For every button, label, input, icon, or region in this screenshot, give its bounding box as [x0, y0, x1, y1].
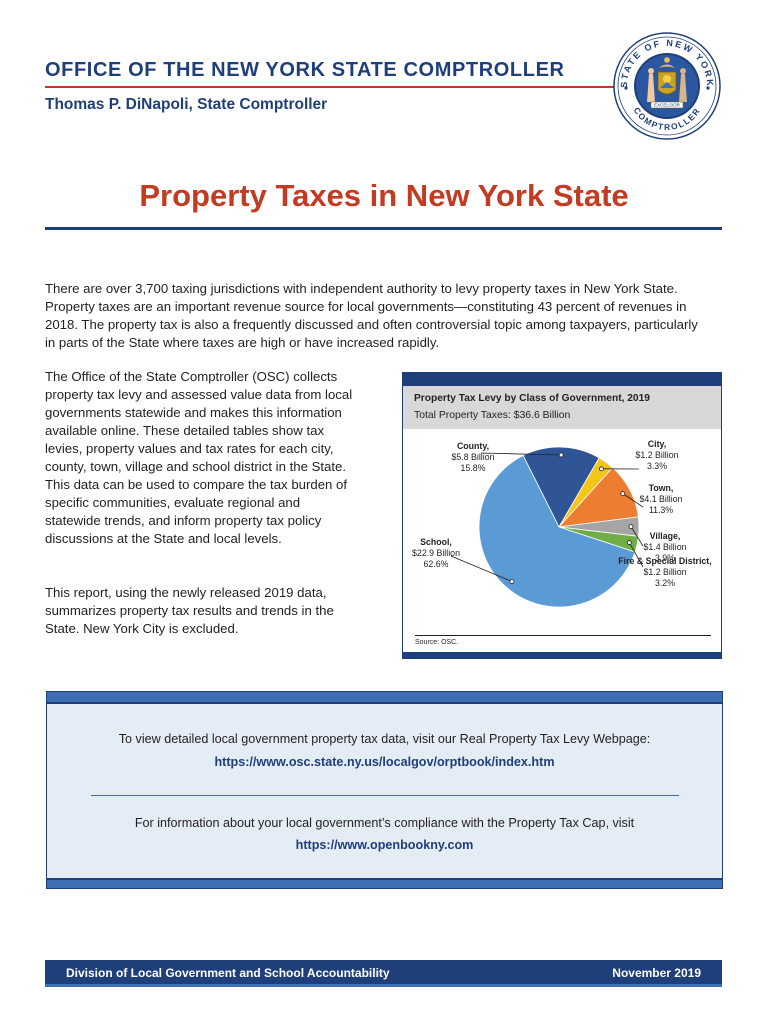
slice-label-village: Village, $1.4 Billion 3.9% [643, 531, 686, 563]
leader-line-village [630, 526, 644, 547]
slice-label-fire-special-district: Fire & Special District, $1.2 Billion 3.2% [618, 556, 711, 588]
footer-date: November 2019 [612, 966, 701, 980]
pie-slice-school [478, 454, 636, 608]
info-top-bar [47, 692, 722, 704]
leader-dot-fire-special-district [626, 540, 632, 545]
leader-dot-city [599, 466, 604, 472]
page-title: Property Taxes in New York State [139, 178, 629, 213]
intro-paragraph: There are over 3,700 taxing jurisdiction… [45, 281, 698, 350]
leader-line-county [480, 452, 562, 456]
header-rule [45, 86, 617, 88]
footer-division: Division of Local Government and School … [66, 966, 390, 980]
body-paragraph-osc: The Office of the State Comptroller (OSC… [45, 369, 353, 546]
leader-dot-village [628, 524, 634, 530]
leader-dot-town [620, 491, 626, 497]
chart-header: Property Tax Levy by Class of Government… [403, 386, 721, 429]
slice-label-city: City, $1.2 Billion 3.3% [635, 439, 678, 471]
state-seal-logo: STATE OF NEW YORK COMPTROLLER EXCELSIOR [613, 32, 721, 140]
pie-chart: County, $5.8 Billion 15.8% City, $1.2 Billio… [412, 439, 712, 608]
leader-dot-county [558, 452, 564, 458]
levy-webpage-link[interactable]: https://www.osc.state.ny.us/localgov/orp… [214, 755, 555, 769]
footer-bar: Division of Local Government and School … [45, 960, 722, 987]
slice-label-county: County, $5.8 Billion 15.8% [451, 441, 494, 473]
comptroller-name: Thomas P. DiNapoli, State Comptroller [45, 96, 328, 113]
info-box: To view detailed local government proper… [46, 691, 723, 889]
leader-dot-school [509, 579, 515, 584]
office-title: OFFICE OF THE NEW YORK STATE COMPTROLLER [45, 59, 565, 81]
seal-motto: EXCELSIOR [654, 103, 681, 108]
slice-label-town: Town, $4.1 Billion 11.3% [639, 483, 682, 515]
chart-title: Property Tax Levy by Class of Government… [414, 393, 650, 404]
info-bottom-bar [47, 878, 722, 888]
leader-line-town [622, 493, 644, 508]
slice-label-school: School, $22.9 Billion 62.6% [412, 537, 460, 569]
info-levy-text: To view detailed local government proper… [118, 732, 651, 746]
chart-bottom-bar [403, 652, 721, 658]
chart-panel: Property Tax Levy by Class of Government… [402, 372, 722, 659]
chart-source: Source: OSC. [415, 639, 459, 646]
body-paragraph-report: This report, using the newly released 20… [45, 585, 334, 636]
chart-top-bar [403, 373, 721, 386]
title-rule [45, 227, 722, 230]
chart-subtitle: Total Property Taxes: $36.6 Billion [414, 410, 571, 421]
chart-source-rule [415, 635, 711, 636]
info-divider [91, 795, 679, 796]
openbook-link[interactable]: https://www.openbookny.com [295, 838, 474, 852]
leader-line-school [450, 555, 513, 582]
leader-line-fire-special-district [628, 542, 644, 568]
info-taxcap-text: For information about your local governm… [134, 816, 635, 830]
